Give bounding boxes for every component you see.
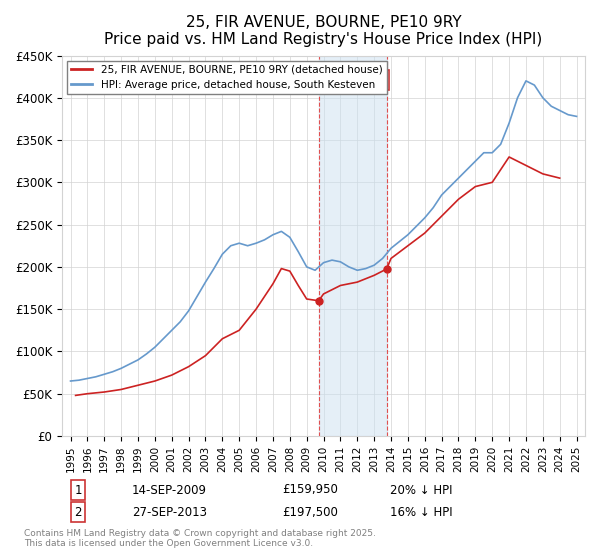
- Text: 14-SEP-2009: 14-SEP-2009: [132, 483, 207, 497]
- Text: £159,950: £159,950: [282, 483, 338, 497]
- Text: 1: 1: [310, 74, 317, 87]
- Text: 1: 1: [74, 483, 82, 497]
- Text: £197,500: £197,500: [282, 506, 338, 519]
- Text: 27-SEP-2013: 27-SEP-2013: [132, 506, 207, 519]
- Bar: [319, 55, 386, 436]
- Text: 2: 2: [74, 506, 82, 519]
- Legend: 25, FIR AVENUE, BOURNE, PE10 9RY (detached house), HPI: Average price, detached : 25, FIR AVENUE, BOURNE, PE10 9RY (detach…: [67, 60, 386, 94]
- Text: 20% ↓ HPI: 20% ↓ HPI: [390, 483, 452, 497]
- Text: Contains HM Land Registry data © Crown copyright and database right 2025.
This d: Contains HM Land Registry data © Crown c…: [24, 529, 376, 548]
- Title: 25, FIR AVENUE, BOURNE, PE10 9RY
Price paid vs. HM Land Registry's House Price I: 25, FIR AVENUE, BOURNE, PE10 9RY Price p…: [104, 15, 542, 48]
- Text: 2: 2: [377, 74, 386, 87]
- Text: 16% ↓ HPI: 16% ↓ HPI: [390, 506, 452, 519]
